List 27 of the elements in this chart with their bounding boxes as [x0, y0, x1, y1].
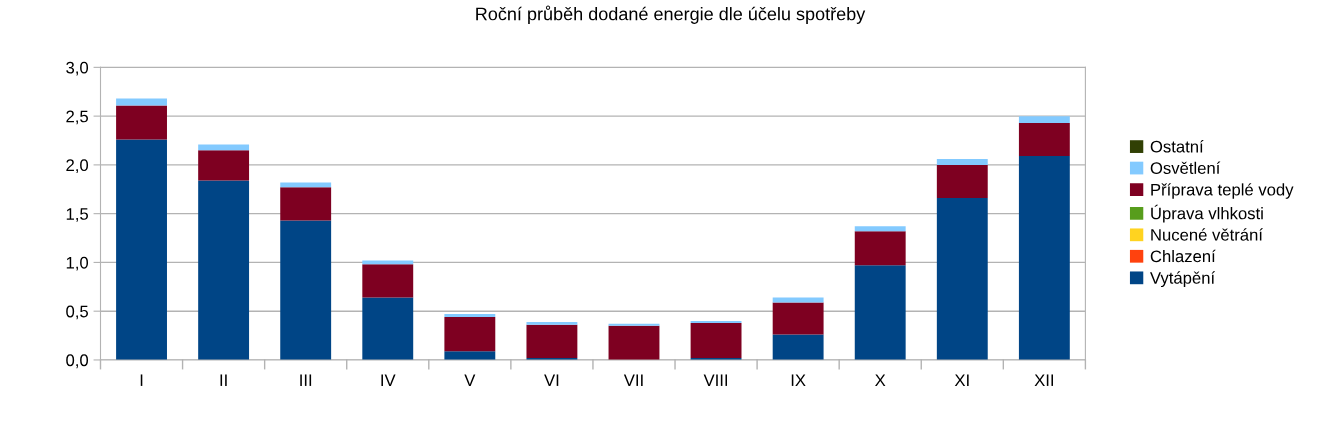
- x-tick-label: X: [875, 374, 886, 386]
- x-tick-label: VI: [544, 374, 559, 386]
- x-tick-label: I: [140, 374, 143, 386]
- y-tick-label: 1,0: [66, 256, 89, 271]
- y-tick-label: 3,0: [66, 61, 89, 76]
- x-tick-label: XI: [954, 374, 969, 386]
- legend-label: Příprava teplé vody: [1151, 183, 1294, 199]
- y-tick-label: 2,0: [66, 159, 89, 174]
- y-tick-label: 0,5: [66, 305, 88, 320]
- legend-label: Úprava vlhkosti: [1151, 204, 1263, 223]
- x-tick-label: IV: [381, 374, 396, 386]
- x-tick-label: II: [220, 374, 227, 386]
- legend-label: Osvětlení: [1150, 161, 1221, 175]
- x-tick-label: VIII: [703, 374, 728, 386]
- y-tick-label: 1,5: [66, 208, 88, 222]
- x-tick-label: XII: [1034, 374, 1054, 386]
- legend-label: Ostatní: [1150, 140, 1204, 153]
- y-tick-label: 0,0: [66, 354, 89, 369]
- chart-title: Roční průběh dodané energie dle účelu spotřeby: [476, 5, 866, 24]
- x-tick-label: V: [464, 374, 476, 386]
- legend-label: Nucené větrání: [1151, 228, 1263, 241]
- legend-label: Chlazení: [1150, 249, 1216, 263]
- y-tick-label: 2,5: [66, 110, 88, 125]
- x-tick-label: III: [300, 374, 312, 386]
- x-tick-label: VII: [623, 374, 643, 386]
- x-tick-label: IX: [791, 374, 806, 386]
- legend-label: Vytápění: [1150, 271, 1216, 288]
